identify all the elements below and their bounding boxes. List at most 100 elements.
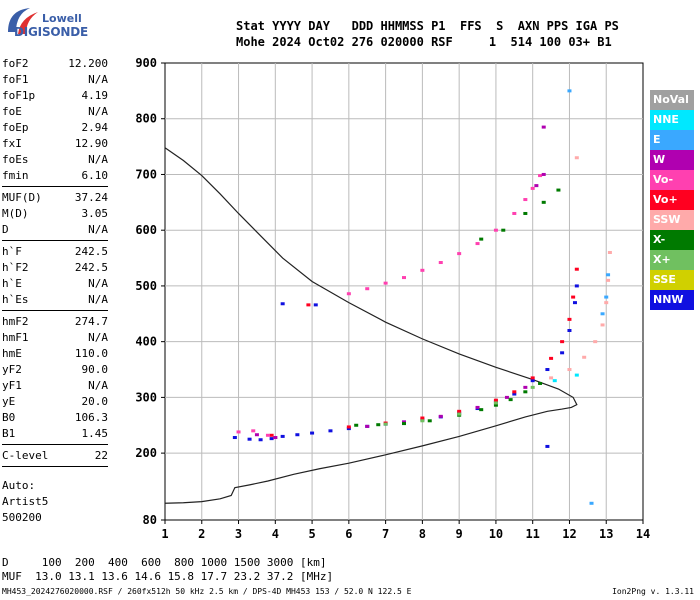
param-row-hmf2: hmF2 274.7: [2, 314, 108, 330]
y-tick-label: 600: [135, 223, 157, 237]
echo-point-x: [523, 211, 528, 215]
legend-item-nnw: NNW: [650, 290, 694, 310]
param-row-ye: yE 20.0: [2, 394, 108, 410]
muf-frequency-row: MUF 13.0 13.1 13.6 14.6 15.8 17.7 23.2 3…: [2, 570, 334, 583]
param-row-md: M(D) 3.05: [2, 206, 108, 222]
x-tick-label: 5: [308, 527, 315, 541]
echo-point-w: [365, 424, 370, 428]
echo-point-vo: [493, 228, 498, 232]
param-value: 110.0: [74, 347, 108, 360]
auto-code: 500200: [2, 511, 42, 524]
echo-point-nnw: [310, 431, 315, 435]
echo-point-x: [530, 385, 535, 389]
param-separator: [2, 186, 108, 190]
echo-point-e: [604, 295, 609, 299]
param-value: 90.0: [81, 363, 109, 376]
echo-point-vo: [346, 425, 351, 429]
param-value: 242.5: [74, 261, 108, 274]
echo-point-vo: [346, 292, 351, 296]
param-row-hme: hmE 110.0: [2, 346, 108, 362]
param-label: foF1: [2, 73, 29, 86]
param-label: MUF(D): [2, 191, 42, 204]
echo-point-ssw: [549, 376, 554, 380]
echo-point-x: [541, 200, 546, 204]
param-value: 20.0: [81, 395, 109, 408]
y-tick-label: 700: [135, 167, 157, 181]
echo-point-vo: [493, 398, 498, 402]
echo-point-vo: [512, 390, 517, 394]
param-row-hmf1: hmF1 N/A: [2, 330, 108, 346]
header-labels: Stat YYYY DAY DDD HHMMSS P1 FFS S AXN PP…: [236, 19, 619, 33]
echo-point-nnw: [232, 436, 237, 440]
y-tick-label: 800: [135, 112, 157, 126]
echo-point-x: [479, 237, 484, 241]
muf-distance-row: D 100 200 400 600 800 1000 1500 3000 [km…: [2, 556, 327, 569]
legend-item-ssw: SSW: [650, 210, 694, 230]
digisonde-logo: Lowell DIGISONDE: [4, 4, 104, 40]
echo-point-nnw: [574, 284, 579, 288]
echo-point-vo: [457, 409, 462, 413]
param-row-b0: B0 106.3: [2, 410, 108, 426]
echo-point-vo: [420, 268, 425, 272]
param-label: yE: [2, 395, 16, 408]
echo-point-vo: [530, 186, 535, 190]
echo-point-w: [534, 184, 539, 188]
param-value: 4.19: [81, 89, 109, 102]
param-label: h`E: [2, 277, 22, 290]
param-value: 274.7: [74, 315, 108, 328]
echo-point-x: [523, 390, 528, 394]
echo-point-vo: [269, 433, 274, 437]
autoscaling-info: Auto: Artist5 500200: [2, 478, 48, 526]
echo-point-nnw: [545, 444, 550, 448]
legend-item-w: W: [650, 150, 694, 170]
param-value: N/A: [88, 331, 108, 344]
param-row-foe: foE N/A: [2, 104, 108, 120]
echo-point-nnw: [545, 368, 550, 372]
param-row-fxi: fxI 12.90: [2, 136, 108, 152]
param-value: N/A: [88, 105, 108, 118]
param-value: N/A: [88, 293, 108, 306]
param-value: 37.24: [74, 191, 108, 204]
echo-point-nnw: [295, 433, 300, 437]
echo-point-w: [475, 405, 480, 409]
echo-point-nnw: [328, 429, 333, 433]
echo-point-vo: [251, 429, 256, 433]
echo-point-w: [523, 385, 528, 389]
logo-line1: Lowell: [42, 12, 82, 25]
param-row-fmin: fmin 6.10: [2, 168, 108, 184]
echo-point-nne: [574, 373, 579, 377]
param-row-b1: B1 1.45: [2, 426, 108, 442]
param-value: 6.10: [81, 169, 109, 182]
echo-point-vo: [538, 174, 543, 178]
param-value: N/A: [88, 73, 108, 86]
echo-point-nnw: [530, 379, 535, 383]
x-tick-label: 2: [198, 527, 205, 541]
param-value: N/A: [88, 153, 108, 166]
param-value: 106.3: [74, 411, 108, 424]
param-label: hmE: [2, 347, 22, 360]
param-value: 12.90: [74, 137, 108, 150]
echo-point-x: [427, 419, 432, 423]
echo-point-vo: [457, 252, 462, 256]
echo-point-nnw: [247, 437, 252, 441]
echo-point-ssw: [607, 250, 612, 254]
param-row-mufd: MUF(D) 37.24: [2, 190, 108, 206]
param-separator: [2, 240, 108, 244]
param-value: 1.45: [81, 427, 109, 440]
param-label: h`Es: [2, 293, 29, 306]
echo-point-ssw: [567, 368, 572, 372]
echo-point-nnw: [560, 351, 565, 355]
param-label: hmF2: [2, 315, 29, 328]
echo-point-vo: [475, 242, 480, 246]
muf-distance-table: D 100 200 400 600 800 1000 1500 3000 [km…: [2, 556, 333, 584]
echo-point-e: [567, 89, 572, 93]
scaled-parameters-panel: foF2 12.200 foF1 N/A foF1p 4.19 foE N/A foEp 2.94…: [2, 56, 108, 470]
param-row-yf1: yF1 N/A: [2, 378, 108, 394]
station-header: Stat YYYY DAY DDD HHMMSS P1 FFS S AXN PP…: [236, 18, 619, 50]
param-label: fmin: [2, 169, 29, 182]
echo-point-vo: [306, 303, 311, 307]
echo-point-ssw: [606, 278, 611, 282]
echo-point-x: [493, 401, 498, 405]
logo-swoosh-icon: [8, 8, 38, 34]
version-label: Ion2Png v. 1.3.11: [612, 587, 694, 596]
